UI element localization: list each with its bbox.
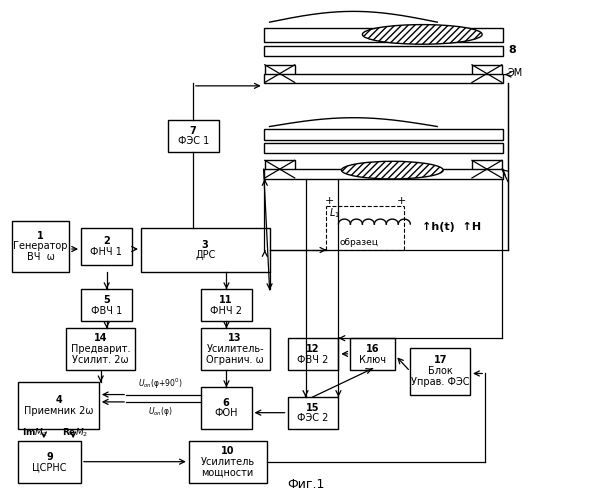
Text: Ключ: Ключ xyxy=(359,354,386,364)
Text: Блок: Блок xyxy=(428,366,453,376)
Bar xyxy=(472,160,502,178)
Text: 13: 13 xyxy=(229,334,242,344)
Text: 5: 5 xyxy=(103,294,110,304)
Bar xyxy=(18,441,81,483)
Text: ЭМ: ЭМ xyxy=(508,68,523,78)
Bar xyxy=(18,382,99,429)
Bar xyxy=(200,387,252,429)
Text: ФНЧ 1: ФНЧ 1 xyxy=(90,246,122,256)
Text: 3: 3 xyxy=(202,240,208,250)
Bar xyxy=(12,220,69,272)
Bar xyxy=(263,28,503,42)
Bar xyxy=(263,74,503,84)
Text: образец: образец xyxy=(340,238,379,246)
Bar xyxy=(168,120,219,152)
Text: 6: 6 xyxy=(223,398,230,407)
Text: Огранич. ω: Огранич. ω xyxy=(207,355,264,365)
Text: Управ. ФЭС: Управ. ФЭС xyxy=(411,377,469,387)
Bar xyxy=(265,160,295,178)
Bar xyxy=(200,328,269,370)
Bar xyxy=(141,228,269,272)
Text: Приемник 2ω: Приемник 2ω xyxy=(24,406,93,416)
Bar xyxy=(265,65,295,82)
Text: ФЭС 1: ФЭС 1 xyxy=(178,136,209,146)
Bar xyxy=(66,328,135,370)
Text: ↑h(t)  ↑H: ↑h(t) ↑H xyxy=(422,222,481,232)
Bar xyxy=(81,228,132,264)
Bar xyxy=(189,441,266,483)
Bar xyxy=(288,338,338,370)
Text: $\mathbf{Im}M_2$: $\mathbf{Im}M_2$ xyxy=(22,426,48,438)
Text: 4: 4 xyxy=(55,395,62,405)
Text: $U_{on}$(φ): $U_{on}$(φ) xyxy=(148,406,173,418)
Text: 17: 17 xyxy=(433,356,447,366)
Bar xyxy=(263,169,503,179)
Text: 11: 11 xyxy=(219,294,233,304)
Text: Усилитель: Усилитель xyxy=(200,457,255,467)
Text: 14: 14 xyxy=(93,334,107,344)
Text: ЦСРНС: ЦСРНС xyxy=(32,462,67,472)
Text: 12: 12 xyxy=(306,344,320,353)
Text: 7: 7 xyxy=(190,126,197,136)
Bar xyxy=(263,143,503,153)
Ellipse shape xyxy=(342,162,443,179)
Bar xyxy=(350,338,395,370)
Text: 8: 8 xyxy=(508,45,516,55)
Text: 1: 1 xyxy=(37,230,44,240)
Bar xyxy=(288,397,338,429)
Text: 9: 9 xyxy=(46,452,53,462)
Text: ФЭС 2: ФЭС 2 xyxy=(298,414,329,424)
Bar xyxy=(263,129,503,140)
Bar xyxy=(411,348,470,395)
Text: ФВЧ 2: ФВЧ 2 xyxy=(298,354,329,364)
Bar xyxy=(472,65,502,82)
Text: Генератор: Генератор xyxy=(13,242,68,252)
Bar xyxy=(200,289,252,321)
Ellipse shape xyxy=(362,24,482,44)
Text: ФВЧ 1: ФВЧ 1 xyxy=(91,306,122,316)
Text: ФНЧ 2: ФНЧ 2 xyxy=(210,306,242,316)
Text: 2: 2 xyxy=(103,236,110,246)
Bar xyxy=(81,289,132,321)
Text: 15: 15 xyxy=(306,402,320,412)
Bar xyxy=(263,46,503,56)
Text: 10: 10 xyxy=(221,446,235,456)
Text: $U_{on}$(φ+90$^{0}$): $U_{on}$(φ+90$^{0}$) xyxy=(138,376,183,390)
Text: 16: 16 xyxy=(366,344,379,353)
Text: ВЧ  ω: ВЧ ω xyxy=(27,252,54,262)
Text: Предварит.: Предварит. xyxy=(71,344,130,354)
Text: $L_1$: $L_1$ xyxy=(329,206,340,220)
Text: ФОН: ФОН xyxy=(214,408,238,418)
Text: +: + xyxy=(325,196,334,206)
Text: ДРС: ДРС xyxy=(195,250,216,260)
Text: +: + xyxy=(397,196,406,206)
Text: Усилит. 2ω: Усилит. 2ω xyxy=(72,355,129,365)
Text: мощности: мощности xyxy=(202,468,254,477)
Text: Фиг.1: Фиг.1 xyxy=(287,478,324,491)
Text: $\mathbf{Re}M_2$: $\mathbf{Re}M_2$ xyxy=(62,426,88,438)
Text: Усилитель-: Усилитель- xyxy=(207,344,264,354)
